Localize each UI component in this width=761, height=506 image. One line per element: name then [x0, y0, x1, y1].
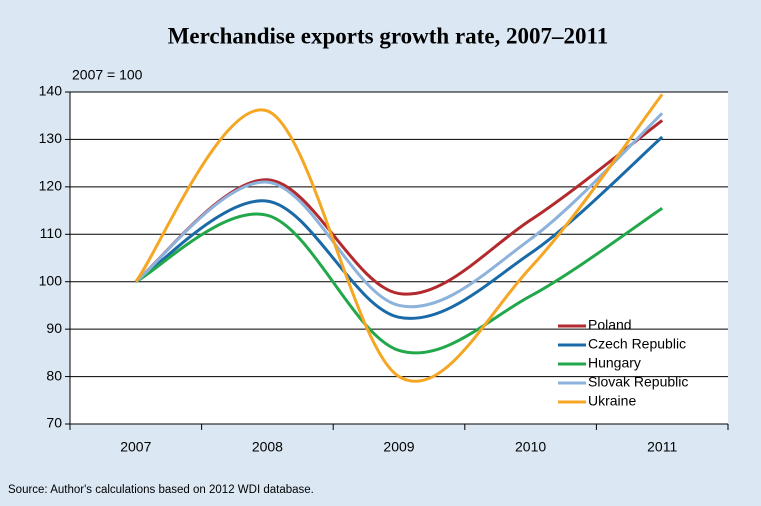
series-line: [134, 112, 664, 309]
x-tick-label: 2011: [647, 439, 677, 455]
x-tick-label: 2009: [383, 439, 414, 455]
y-tick-label: 70: [46, 415, 62, 431]
y-tick-label: 120: [39, 178, 63, 194]
x-tick-label: 2007: [120, 439, 151, 455]
series-line: [135, 206, 664, 355]
legend-label: Slovak Republic: [588, 374, 688, 390]
series-line: [134, 93, 664, 383]
series-line: [135, 135, 664, 320]
legend-label: Czech Republic: [588, 336, 686, 352]
legend-label: Ukraine: [588, 393, 636, 409]
legend-label: Hungary: [588, 355, 641, 371]
x-tick-label: 2010: [515, 439, 546, 455]
x-tick-label: 2008: [252, 439, 283, 455]
legend-label: Poland: [588, 317, 632, 333]
y-axis-label: 2007 = 100: [72, 67, 143, 83]
y-tick-label: 80: [46, 367, 62, 383]
y-tick-label: 130: [39, 130, 63, 146]
y-tick-label: 100: [39, 272, 63, 288]
y-tick-label: 140: [39, 83, 63, 99]
y-tick-label: 110: [40, 225, 63, 241]
source: Source: Author's calculations based on 2…: [8, 484, 314, 496]
y-tick-label: 90: [46, 320, 62, 336]
chart-title: Merchandise exports growth rate, 2007–20…: [168, 23, 609, 48]
plot-area: [70, 92, 728, 424]
